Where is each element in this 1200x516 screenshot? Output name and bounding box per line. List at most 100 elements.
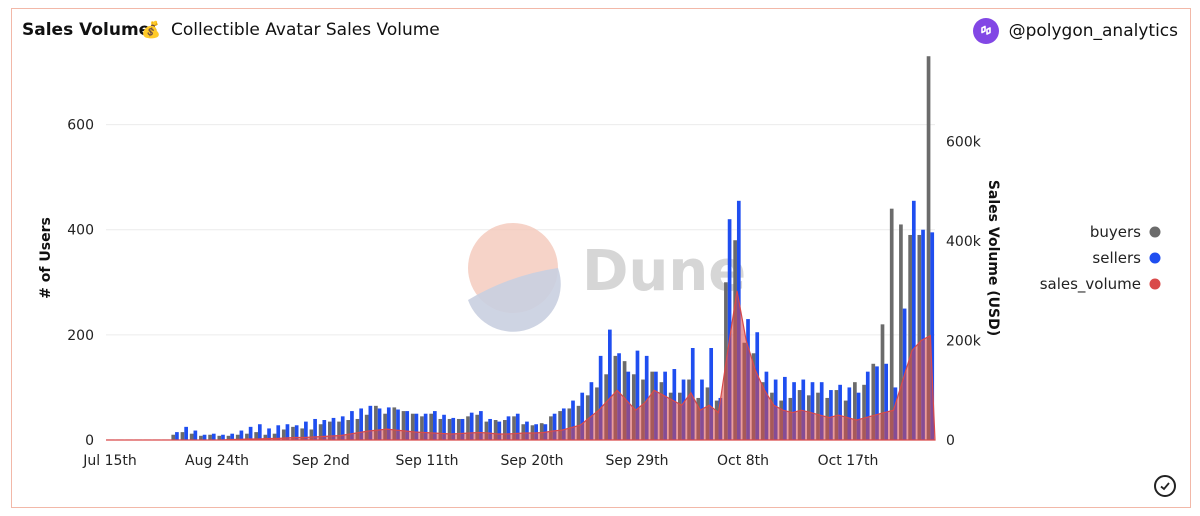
buyers-bar[interactable] [217,435,222,440]
brand-attribution[interactable]: @polygon_analytics [972,18,1178,44]
buyers-bar[interactable] [245,433,249,440]
sellers-bar[interactable] [211,433,216,440]
sellers-bar[interactable] [838,384,842,440]
buyers-bar[interactable] [853,382,857,440]
sellers-bar[interactable] [377,408,382,440]
sellers-bar[interactable] [304,421,308,440]
buyers-bar[interactable] [466,416,470,440]
sellers-bar[interactable] [285,424,290,440]
buyers-bar[interactable] [300,428,305,440]
buyers-bar[interactable] [226,435,231,440]
sellers-bar[interactable] [405,411,410,440]
sellers-bar[interactable] [525,421,529,440]
buyers-bar[interactable] [337,421,341,440]
sellers-bar[interactable] [257,424,262,440]
buyers-bar[interactable] [429,413,433,440]
sellers-bar[interactable] [865,371,870,440]
sellers-bar[interactable] [184,426,188,440]
sellers-bar[interactable] [340,416,345,440]
buyers-bar[interactable] [926,56,931,440]
buyers-bar[interactable] [917,234,922,440]
sellers-bar[interactable] [423,413,428,440]
buyers-bar[interactable] [208,434,212,440]
buyers-bar[interactable] [871,363,876,440]
sellers-bar[interactable] [589,382,594,440]
buyers-bar[interactable] [484,421,489,440]
buyers-bar[interactable] [272,433,277,440]
sellers-bar[interactable] [608,329,612,440]
buyers-bar[interactable] [318,424,323,440]
buyers-bar[interactable] [585,395,590,440]
buyers-bar[interactable] [549,416,553,440]
sellers-bar[interactable] [552,413,557,440]
sellers-bar[interactable] [414,413,419,440]
buyers-bar[interactable] [512,416,516,440]
sellers-bar[interactable] [350,411,354,440]
buyers-bar[interactable] [631,374,636,440]
buyers-bar[interactable] [309,429,314,440]
sellers-bar[interactable] [230,433,235,440]
sellers-bar[interactable] [267,428,271,440]
sellers-bar[interactable] [847,387,852,440]
buyers-bar[interactable] [374,405,378,440]
buyers-bar[interactable] [180,432,185,440]
sellers-bar[interactable] [580,392,585,440]
buyers-bar[interactable] [558,411,562,440]
sellers-bar[interactable] [727,219,732,440]
buyers-bar[interactable] [493,420,498,440]
buyers-bar[interactable] [880,324,885,440]
sellers-bar[interactable] [460,418,465,440]
sellers-bar[interactable] [313,418,317,440]
buyers-bar[interactable] [889,208,894,440]
buyers-bar[interactable] [420,416,424,440]
buyers-bar[interactable] [567,408,572,440]
buyers-bar[interactable] [401,411,406,440]
sellers-bar[interactable] [331,417,336,440]
sellers-bar[interactable] [469,412,474,440]
sellers-bar[interactable] [875,366,879,440]
sellers-bar[interactable] [442,414,446,440]
buyers-bar[interactable] [447,418,452,440]
sellers-bar[interactable] [690,348,695,440]
buyers-bar[interactable] [438,418,443,440]
buyers-bar[interactable] [189,433,194,440]
sellers-bar[interactable] [488,418,492,440]
buyers-bar[interactable] [475,414,480,440]
buyers-bar[interactable] [521,424,526,440]
sellers-bar[interactable] [571,400,575,440]
sellers-bar[interactable] [709,348,714,440]
sellers-bar[interactable] [479,411,483,440]
buyers-bar[interactable] [235,434,240,440]
legend-label[interactable]: sales_volume [1040,275,1141,294]
buyers-bar[interactable] [539,423,544,440]
sellers-bar[interactable] [248,426,253,440]
sellers-bar[interactable] [202,434,207,440]
sellers-bar[interactable] [451,417,456,440]
sellers-bar[interactable] [801,379,806,440]
legend-label[interactable]: sellers [1092,249,1141,267]
sellers-bar[interactable] [598,355,603,440]
sellers-bar[interactable] [386,407,391,440]
buyers-bar[interactable] [908,234,912,440]
sellers-bar[interactable] [856,392,861,440]
buyers-bar[interactable] [281,429,286,440]
sellers-bar[interactable] [819,382,824,440]
checkmark-circle-icon[interactable] [1154,475,1176,497]
buyers-bar[interactable] [327,421,332,440]
sellers-bar[interactable] [322,420,327,440]
sellers-bar[interactable] [175,432,179,440]
brand-handle[interactable]: @polygon_analytics [1008,21,1178,41]
buyers-bar[interactable] [502,420,507,440]
sellers-bar[interactable] [276,425,281,440]
sellers-bar[interactable] [561,408,566,440]
buyers-bar[interactable] [171,434,176,440]
sellers-bar[interactable] [635,350,640,440]
buyers-bar[interactable] [383,413,387,440]
sellers-bar[interactable] [792,382,796,440]
sellers-bar[interactable] [810,382,815,440]
buyers-bar[interactable] [456,418,461,440]
buyers-bar[interactable] [392,407,397,440]
sellers-bar[interactable] [497,421,502,440]
sellers-bar[interactable] [515,413,520,440]
buyers-bar[interactable] [899,224,903,440]
